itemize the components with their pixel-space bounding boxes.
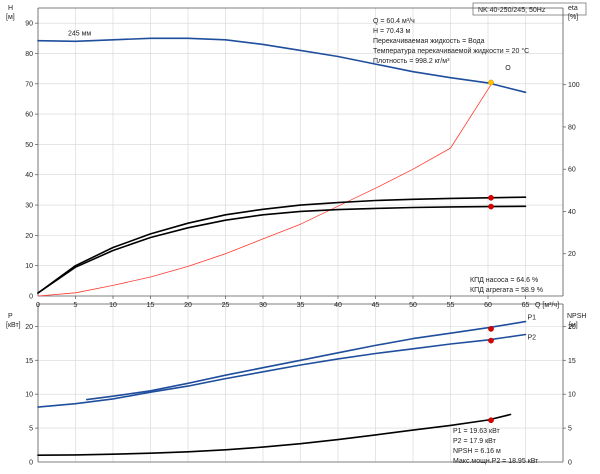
- top-ytick-label-left-70: 70: [25, 81, 33, 88]
- power-info: P1 = 19.63 кВт P2 = 17.9 кВт NPSH = 6.16…: [453, 428, 539, 465]
- marker-layer: [488, 79, 494, 424]
- xtick-label-60: 60: [484, 302, 492, 309]
- power-npsh: NPSH = 6.16 м: [453, 448, 501, 455]
- xtick-label-10: 10: [109, 302, 117, 309]
- bottom-y-right-title: NPSH: [567, 313, 586, 320]
- xtick-label-65: 65: [522, 302, 530, 309]
- bottom-series-label-P1: P1: [528, 315, 537, 322]
- bottom-y-right-unit: [м]: [569, 322, 578, 329]
- model-box: [472, 2, 587, 16]
- series-layer: P1 P2 245 мм O: [37, 30, 537, 457]
- xtick-label-20: 20: [184, 302, 192, 309]
- bottom-ytick-label-left-15: 15: [25, 358, 33, 365]
- top-ytick-label-left-50: 50: [25, 142, 33, 149]
- bottom-marker-1: [488, 337, 494, 344]
- xtick-label-25: 25: [222, 302, 230, 309]
- top-ytick-label-left-60: 60: [25, 112, 33, 119]
- top-series-2: [37, 196, 527, 294]
- info-h: H = 70.43 м: [373, 28, 410, 35]
- bottom-ytick-label-right-0: 0: [568, 460, 572, 467]
- top-ytick-label-left-30: 30: [25, 203, 33, 210]
- xtick-label-45: 45: [372, 302, 380, 309]
- top-ytick-label-right-60: 60: [568, 167, 576, 174]
- x-axis-label: Q [м³/ч]: [535, 302, 559, 309]
- bottom-y-left-unit: [кВт]: [6, 322, 21, 329]
- bottom-series-P1: [86, 320, 527, 401]
- xtick-label-55: 55: [447, 302, 455, 309]
- bottom-ytick-label-left-10: 10: [25, 392, 33, 399]
- power-pmax: Макс.мощн.P2 = 18.95 кВт: [453, 458, 539, 465]
- duty-info: Q = 60.4 м³/ч H = 70.43 м Перекачиваемая…: [373, 18, 529, 65]
- top-ytick-label-right-100: 100: [568, 82, 580, 89]
- top-series-245-мм: [37, 37, 527, 94]
- xtick-label-15: 15: [147, 302, 155, 309]
- bottom-ytick-label-left-5: 5: [29, 426, 33, 433]
- bottom-marker-2: [488, 417, 494, 424]
- top-y-right-title: eta: [568, 5, 578, 12]
- top-y-left-title: H: [8, 5, 13, 12]
- top-grid: [38, 8, 563, 296]
- eff-pump: КПД насоса = 64.6 %: [470, 277, 538, 284]
- bottom-ytick-label-right-15: 15: [568, 358, 576, 365]
- bottom-series-P2: [37, 333, 527, 408]
- top-series-eta: [37, 84, 492, 297]
- top-ytick-label-left-10: 10: [25, 263, 33, 270]
- top-y-right-unit: [%]: [568, 14, 578, 21]
- bottom-ytick-label-left-20: 20: [25, 324, 33, 331]
- top-marker-1: [488, 194, 494, 201]
- top-y-left-unit: [м]: [6, 14, 15, 21]
- top-ytick-label-right-80: 80: [568, 124, 576, 131]
- bottom-marker-0: [488, 326, 494, 332]
- power-p2: P2 = 17.9 кВт: [453, 438, 497, 445]
- top-series-3: [37, 205, 527, 294]
- bottom-series-label-P2: P2: [528, 335, 537, 342]
- top-marker-2: [488, 203, 494, 210]
- top-ytick-label-left-90: 90: [25, 21, 33, 28]
- info-q: Q = 60.4 м³/ч: [373, 18, 415, 25]
- top-ytick-label-left-80: 80: [25, 51, 33, 58]
- info-density: Плотность = 998.2 кг/м³: [373, 58, 450, 65]
- top-ytick-label-left-40: 40: [25, 172, 33, 179]
- axes: 1020304050607080902040608010051015205101…: [25, 7, 580, 467]
- power-p1: P1 = 19.63 кВт: [453, 428, 501, 435]
- bottom-ytick-label-right-10: 10: [568, 392, 576, 399]
- xtick-label-50: 50: [409, 302, 417, 309]
- xtick-label-35: 35: [297, 302, 305, 309]
- bottom-ytick-label-left-0: 0: [29, 460, 33, 467]
- top-ytick-label-left-20: 20: [25, 233, 33, 240]
- eff-unit: КПД агрегата = 58.9 %: [470, 287, 543, 294]
- bottom-ytick-label-right-20: 20: [568, 324, 576, 331]
- bottom-ytick-label-right-5: 5: [568, 426, 572, 433]
- xtick-label-5: 5: [74, 302, 78, 309]
- xtick-label-0: 0: [36, 302, 40, 309]
- bottom-series-NPSH: [37, 413, 512, 457]
- top-ytick-label-left-0: 0: [29, 294, 33, 301]
- info-temperature: Температура перекачиваемой жидкости = 20…: [373, 47, 529, 55]
- top-ytick-label-right-20: 20: [568, 251, 576, 258]
- model-label: NK 40-250/245, 50Hz: [478, 7, 546, 14]
- top-annotation-0: 245 мм: [68, 30, 91, 37]
- top-marker-0: [488, 79, 494, 86]
- bottom-y-left-title: P: [8, 313, 13, 320]
- info-liquid: Перекачиваемая жидкость = Вода: [373, 38, 485, 45]
- efficiency-info: КПД насоса = 64.6 % КПД агрегата = 58.9 …: [470, 277, 543, 294]
- top-ytick-label-right-40: 40: [568, 209, 576, 216]
- xtick-label-40: 40: [334, 302, 342, 309]
- top-annotation-1: O: [505, 65, 511, 72]
- xtick-label-30: 30: [259, 302, 267, 309]
